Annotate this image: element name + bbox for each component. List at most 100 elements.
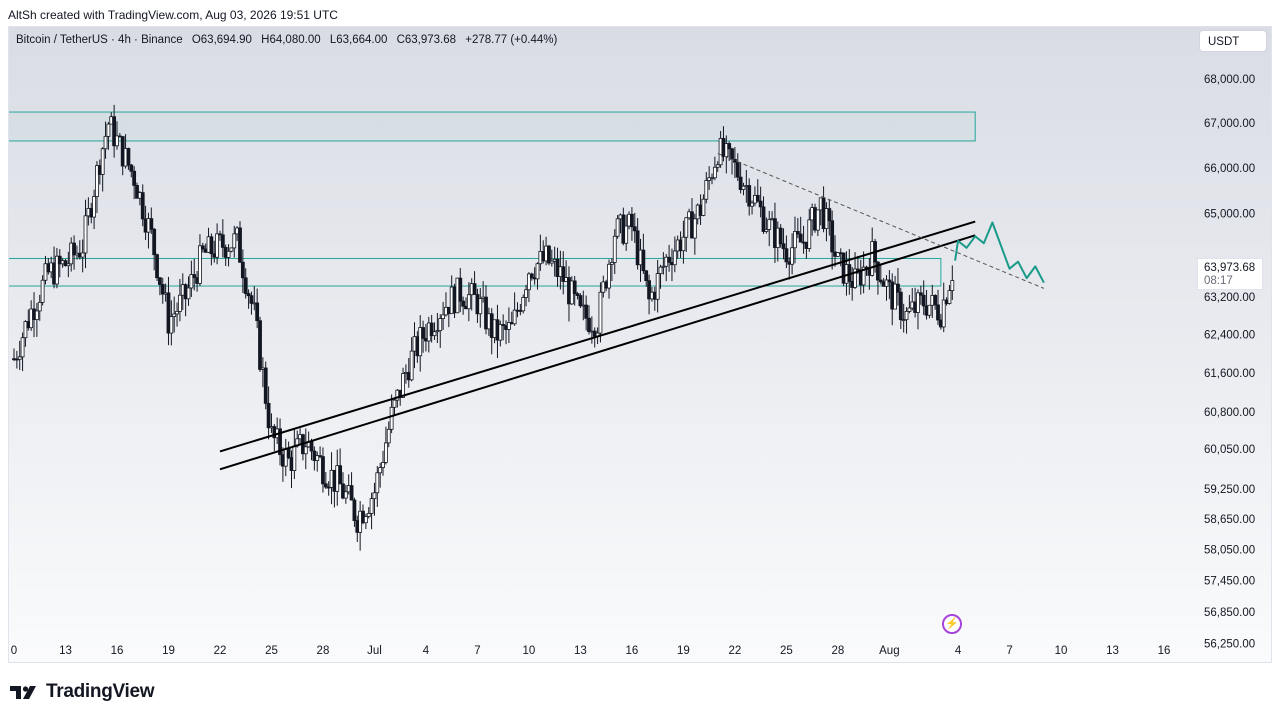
x-axis-tick-label: 19 [162, 645, 175, 657]
candle-body [80, 252, 85, 258]
candle-body [392, 399, 397, 408]
candle-body [186, 287, 191, 300]
tradingview-logo: TradingView [10, 681, 155, 703]
candle-body [200, 245, 205, 250]
y-axis-tick-label: 58,050.00 [1204, 545, 1255, 557]
candle-body [255, 302, 260, 322]
x-axis-tick-label: 7 [1006, 645, 1012, 657]
candle-body [904, 311, 909, 321]
candle-body [292, 445, 297, 471]
candle-body [876, 261, 880, 281]
candle-body [896, 283, 900, 293]
candle-body [547, 245, 551, 264]
candle-body [238, 227, 242, 263]
candle-body [607, 263, 611, 289]
candle-body [758, 200, 763, 208]
x-axis-tick-label: 7 [474, 645, 480, 657]
candle-body [815, 209, 820, 231]
candle-body [92, 196, 96, 218]
candle-body [807, 219, 812, 249]
candle-body [692, 218, 697, 239]
y-axis-tick-label: 58,650.00 [1204, 514, 1255, 526]
candle-body [529, 273, 534, 279]
candle-body [795, 231, 800, 235]
candle-body [609, 261, 614, 265]
candle-body [369, 498, 374, 514]
candle-body [375, 472, 380, 494]
current-price-value: 63,973.68 [1204, 262, 1256, 274]
x-axis-tick-label: 25 [265, 645, 278, 657]
candle-body [17, 356, 22, 360]
candle-body [950, 280, 955, 292]
candle-body [63, 260, 68, 267]
candle-body [323, 483, 328, 488]
candle-body [535, 263, 540, 280]
candle-body [106, 123, 111, 137]
candle-body [315, 455, 320, 461]
candle-body [381, 462, 385, 468]
chart-area[interactable] [8, 26, 1272, 663]
candle-body [781, 243, 786, 250]
candle-body [157, 277, 162, 285]
candle-body [830, 220, 835, 253]
y-axis-tick-label: 60,050.00 [1204, 444, 1255, 456]
candle-body [132, 170, 137, 186]
chart-caption: AltSh created with TradingView.com, Aug … [8, 8, 338, 22]
candle-body [630, 213, 634, 228]
y-axis-tick-label: 57,450.00 [1204, 576, 1255, 588]
candle-body [750, 202, 754, 207]
x-axis-tick-label: 25 [780, 645, 793, 657]
legend-open: O63,694.90 [191, 34, 252, 46]
candle-body [378, 467, 383, 474]
candle-body [658, 266, 663, 274]
candle-body [172, 313, 177, 317]
candle-body [672, 250, 677, 266]
candle-body [140, 192, 145, 220]
candle-body [135, 185, 139, 199]
candle-body [100, 148, 105, 175]
candle-body [198, 245, 202, 284]
legend-change: +278.77 (+0.44%) [465, 34, 558, 46]
x-axis-tick-label: 13 [1106, 645, 1119, 657]
candle-body [189, 274, 194, 289]
candle-body [790, 247, 795, 265]
y-axis-tick-label: 56,250.00 [1204, 638, 1255, 650]
candle-body [498, 324, 503, 341]
candle-body [755, 194, 760, 202]
candle-body [684, 217, 689, 238]
candle-body [587, 317, 591, 332]
candle-body [321, 456, 325, 485]
candle-body [149, 218, 154, 230]
candle-body [418, 327, 423, 357]
candle-body [409, 350, 414, 381]
x-axis-tick-label: 22 [214, 645, 227, 657]
channel-upper-line [219, 220, 976, 453]
candle-body [647, 280, 651, 300]
candle-body [57, 255, 62, 265]
candle-body [764, 229, 769, 232]
candle-body [835, 252, 840, 257]
candle-body [549, 260, 554, 264]
currency-button[interactable]: USDT [1199, 30, 1267, 52]
candle-body [478, 298, 483, 315]
candle-body [878, 279, 883, 283]
candle-body [192, 274, 197, 278]
candle-body [115, 135, 119, 147]
legend-high: H64,080.00 [261, 34, 321, 46]
lightning-icon[interactable]: ⚡ [942, 614, 962, 634]
candle-body [898, 291, 903, 321]
channel-lower-line [219, 234, 976, 471]
candle-body [438, 318, 443, 332]
y-axis-tick-label: 63,200.00 [1204, 292, 1255, 304]
candle-body [561, 266, 566, 282]
candle-body [178, 294, 182, 312]
candle-body [727, 143, 732, 150]
candle-body [715, 164, 720, 168]
candle-body [827, 208, 832, 222]
candle-body [856, 268, 860, 271]
x-axis-tick-label: 4 [955, 645, 962, 657]
candle-body [112, 116, 117, 147]
candle-body [501, 324, 506, 326]
candle-body [667, 256, 671, 263]
